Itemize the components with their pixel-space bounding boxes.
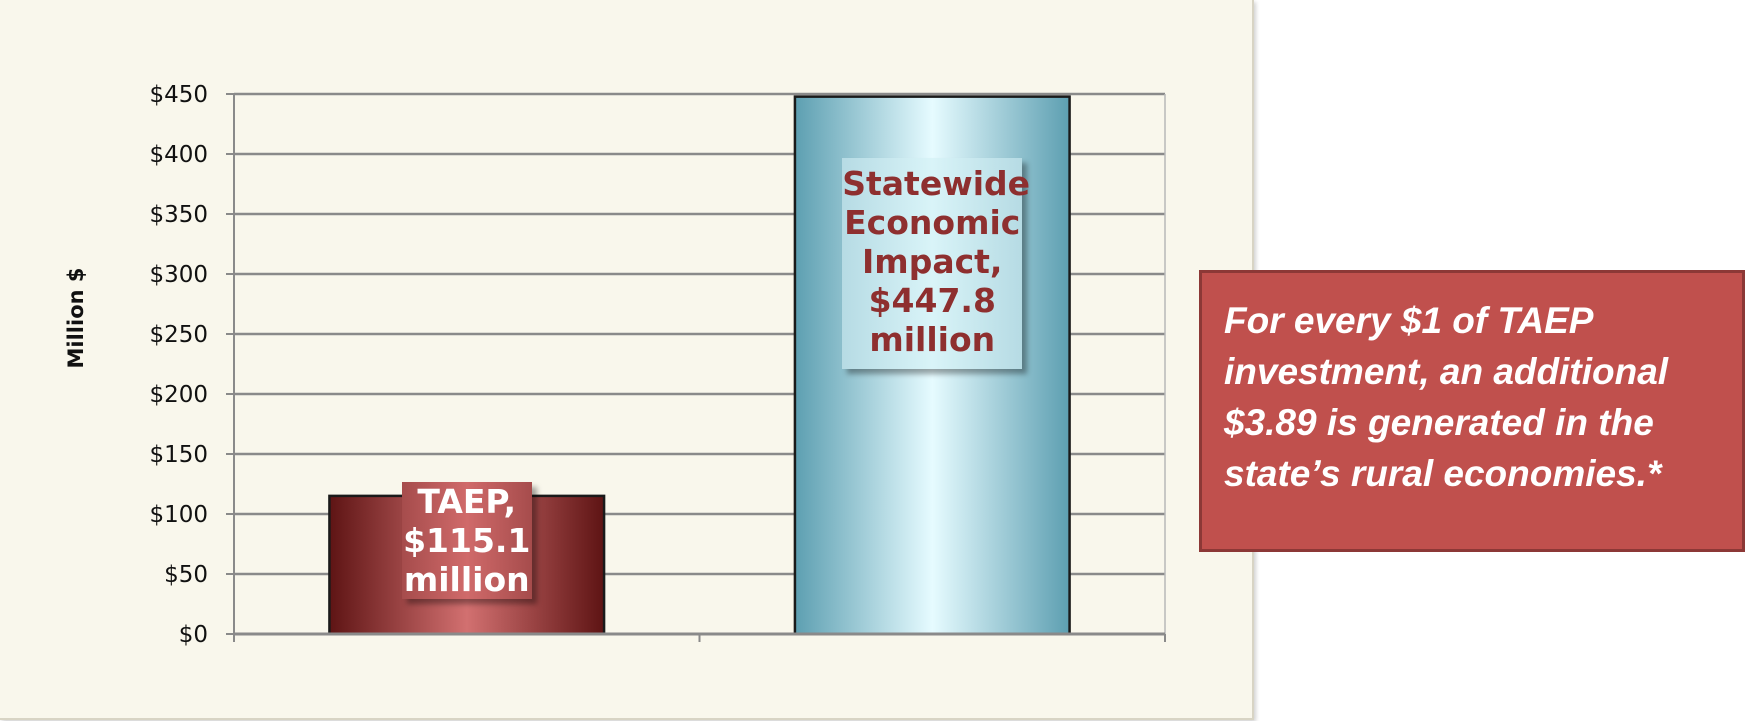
- y-tick-label: $200: [149, 382, 208, 408]
- y-tick-label: $350: [149, 202, 208, 228]
- y-tick-label: $150: [149, 442, 208, 468]
- callout-text: For every $1 of TAEP investment, an addi…: [1224, 300, 1669, 494]
- data-label-taep: TAEP, $115.1 million: [401, 481, 532, 599]
- y-tick-label: $400: [149, 142, 208, 168]
- y-tick-label: $300: [149, 262, 208, 288]
- y-tick-label: $50: [164, 562, 208, 588]
- y-tick-label: $250: [149, 322, 208, 348]
- y-axis-title: Million $: [64, 268, 88, 369]
- bar-chart: $0 $50 $100 $150 $200 $250 $300 $350 $400 $450 Mi…: [64, 82, 1166, 648]
- axes: $0 $50 $100 $150 $200 $250 $300 $350 $400 $450: [149, 82, 1166, 648]
- chart-panel: $0 $50 $100 $150 $200 $250 $300 $350 $400 $450 Mi…: [0, 0, 1254, 720]
- y-tick-label: $100: [149, 502, 208, 528]
- y-tick-label: $0: [179, 622, 208, 648]
- callout-box: For every $1 of TAEP investment, an addi…: [1199, 270, 1745, 552]
- data-label-statewide-impact: Statewide Economic Impact, $447.8 millio…: [842, 158, 1030, 369]
- y-tick-label: $450: [149, 82, 208, 108]
